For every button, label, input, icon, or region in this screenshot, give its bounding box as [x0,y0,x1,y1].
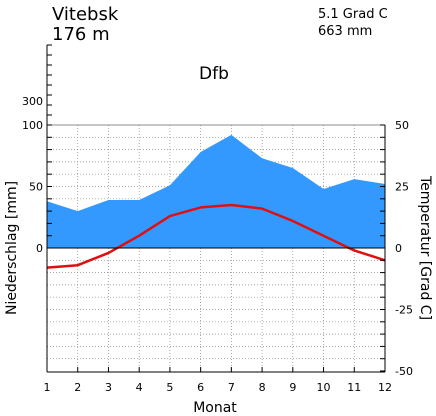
x-tick-label: 3 [105,381,112,394]
x-tick-label: 4 [136,381,143,394]
x-axis-title: Monat [193,400,237,416]
left-tick-label: 50 [29,181,43,194]
right-tick-label: 25 [395,181,409,194]
annual-precipitation: 663 mm [318,24,372,39]
right-tick-label: -50 [395,365,413,378]
precipitation-layer [46,134,386,248]
left-tick-label: 0 [36,242,43,255]
left-axis-title: Niederschlag [mm] [4,181,20,315]
station-name: Vitebsk [52,4,119,25]
x-tick-label: 8 [259,381,266,394]
left-tick-label: 300 [22,95,43,108]
x-tick-label: 6 [197,381,204,394]
x-tick-label: 5 [166,381,173,394]
station-elevation: 176 m [52,24,110,45]
axes [46,44,386,373]
right-tick-label: 50 [395,119,409,132]
climate-classification: Dfb [199,64,229,84]
x-tick-label: 10 [317,381,331,394]
x-tick-label: 9 [289,381,296,394]
x-tick-label: 2 [74,381,81,394]
x-tick-label: 12 [378,381,392,394]
mean-temperature: 5.1 Grad C [318,7,388,22]
x-tick-label: 7 [228,381,235,394]
left-tick-label: 100 [22,119,43,132]
right-axis-title: Temperatur [Grad C] [417,175,433,320]
right-tick-label: -25 [395,304,413,317]
x-tick-label: 1 [44,381,51,394]
temperature-layer [46,203,386,269]
temperature-line [46,203,386,269]
x-tick-label: 11 [347,381,361,394]
precipitation-area [47,134,385,248]
right-tick-label: 0 [395,242,402,255]
